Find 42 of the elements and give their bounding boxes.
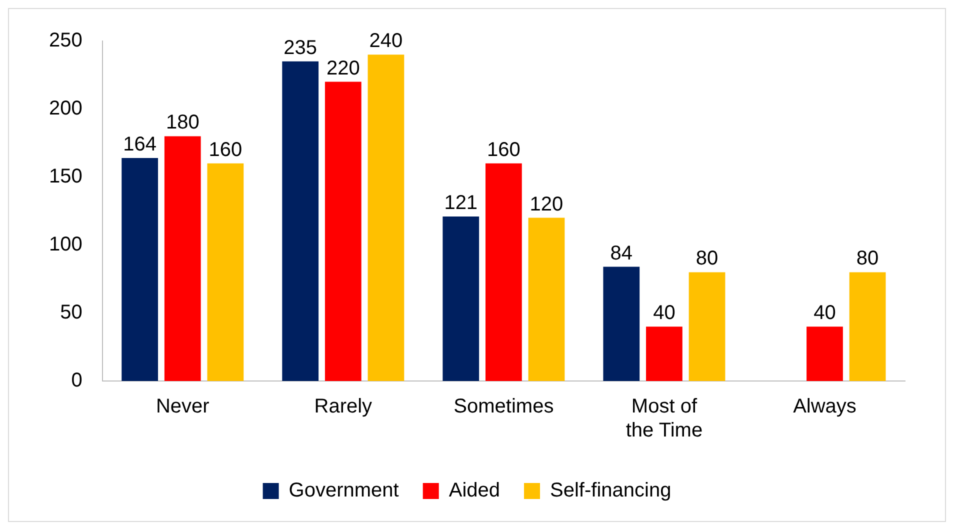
bar (122, 158, 158, 381)
bar (368, 54, 404, 381)
x-tick-label: Never (156, 396, 210, 418)
data-label: 40 (814, 302, 836, 324)
y-tick-label: 150 (48, 166, 82, 188)
y-tick-label: 0 (71, 370, 82, 392)
data-label: 120 (530, 193, 564, 216)
bar (688, 272, 726, 381)
bar (442, 216, 480, 381)
data-label: 235 (284, 36, 318, 59)
data-label: 240 (369, 30, 403, 52)
x-tick-label: Always (793, 396, 856, 418)
y-tick-label: 250 (48, 30, 82, 52)
x-tick-label: Most of the Time (626, 396, 703, 442)
data-label: 220 (326, 57, 360, 80)
data-label: 80 (856, 248, 879, 270)
data-label: 180 (166, 112, 200, 134)
bar (603, 266, 640, 381)
legend-label: Aided (448, 480, 500, 502)
data-label: 160 (208, 138, 242, 161)
data-label: 84 (610, 242, 633, 264)
y-tick-label: 100 (48, 234, 82, 256)
data-label: 40 (653, 302, 676, 324)
x-tick-label: Sometimes (454, 396, 554, 418)
bar (849, 272, 886, 381)
bar (646, 326, 682, 381)
x-tick-label: Rarely (314, 396, 372, 418)
bar (282, 61, 319, 381)
bar (207, 163, 244, 381)
legend-label: Self-financing (550, 480, 672, 502)
y-tick-label: 50 (60, 302, 82, 324)
bar (324, 82, 362, 381)
bar (485, 163, 522, 381)
data-label: 164 (123, 133, 157, 156)
legend-label: Government (288, 480, 400, 502)
data-label: 80 (696, 248, 718, 270)
y-tick-label: 200 (48, 98, 82, 120)
bar (164, 136, 201, 381)
bar (528, 218, 565, 381)
data-label: 121 (444, 192, 478, 214)
data-label: 160 (486, 138, 520, 161)
bar (806, 326, 843, 381)
